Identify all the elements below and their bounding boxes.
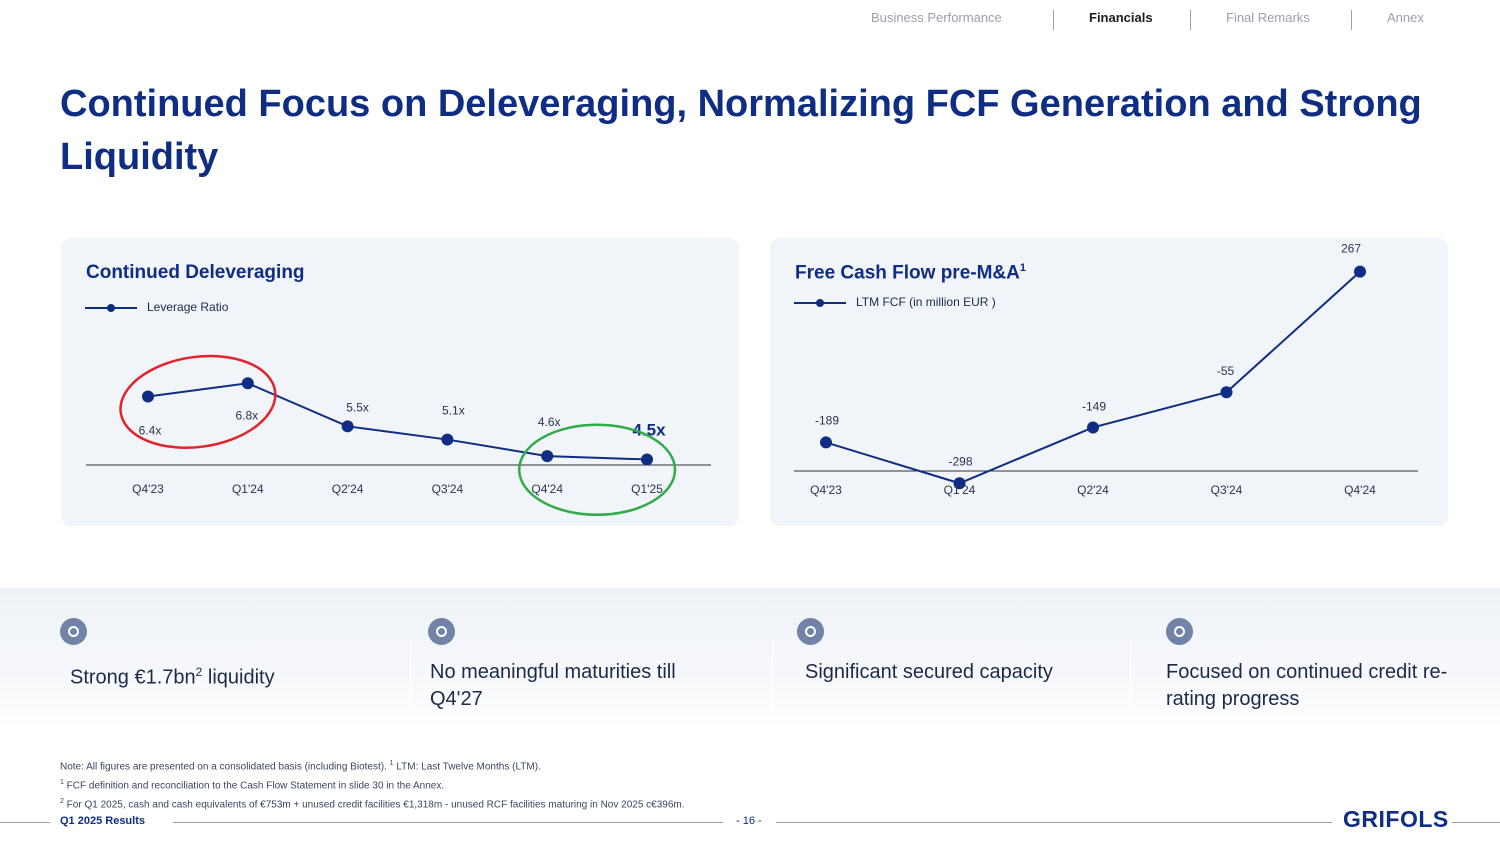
section-nav: Business Performance Financials Final Re…	[840, 10, 1460, 32]
data-point	[641, 453, 653, 466]
highlight-text: Strong €1.7bn2 liquidity	[70, 665, 275, 689]
nav-divider	[1351, 10, 1352, 30]
footer-rule	[0, 822, 50, 823]
highlight-divider	[410, 640, 411, 710]
x-tick-label: Q2'24	[1077, 483, 1109, 497]
data-label: -149	[1082, 399, 1106, 413]
bullet-circle-icon	[797, 618, 824, 645]
x-tick-label: Q2'24	[332, 482, 364, 496]
x-tick-label: Q4'23	[132, 482, 164, 496]
x-tick-label: Q1'24	[232, 482, 264, 496]
fcf-panel: Free Cash Flow pre-M&A1 LTM FCF (in mill…	[770, 238, 1448, 526]
data-point	[953, 477, 966, 490]
data-point	[1087, 421, 1099, 434]
footer-rule	[1452, 822, 1500, 823]
series-line	[147, 382, 648, 461]
footnotes: Note: All figures are presented on a con…	[60, 756, 1160, 812]
highlights-band	[0, 588, 1500, 728]
footnote: Note: All figures are presented on a con…	[60, 760, 541, 773]
highlight-divider	[1130, 640, 1131, 710]
bullet-circle-icon	[60, 618, 87, 645]
leverage-legend-label: Leverage Ratio	[147, 300, 229, 314]
data-label: -189	[815, 413, 839, 427]
grifols-logo: GRIFOLS	[1343, 806, 1449, 832]
data-label: -298	[948, 454, 972, 468]
footer-rule	[173, 822, 723, 823]
nav-item-annex[interactable]: Annex	[1387, 10, 1424, 25]
fcf-legend-label: LTM FCF (in million EUR )	[856, 295, 996, 309]
page-number: - 16 -	[736, 815, 762, 827]
leverage-panel-title: Continued Deleveraging	[86, 262, 305, 283]
legend-line-marker	[85, 303, 137, 312]
data-point	[541, 450, 554, 463]
x-tick-label: Q4'23	[810, 483, 842, 497]
x-tick-label: Q3'24	[432, 482, 464, 496]
fcf-panel-title: Free Cash Flow pre-M&A1	[795, 262, 1026, 284]
x-tick-label: Q4'24	[531, 482, 563, 496]
nav-item-business-performance[interactable]: Business Performance	[871, 10, 1002, 25]
data-label: 6.8x	[235, 408, 258, 422]
highlight-liquidity: Strong €1.7bn2 liquidity	[60, 618, 400, 692]
x-tick-label: Q4'24	[1344, 483, 1376, 497]
data-label: 5.5x	[346, 400, 369, 414]
fcf-legend: LTM FCF (in million EUR )	[794, 295, 996, 309]
x-tick-label: Q1'24	[944, 483, 976, 497]
data-point	[1220, 386, 1233, 399]
footnote: 2 For Q1 2025, cash and cash equivalents…	[60, 797, 685, 810]
footer-report-name: Q1 2025 Results	[60, 815, 145, 827]
nav-item-financials[interactable]: Financials	[1089, 10, 1153, 25]
highlight-credit-rating: Focused on continued credit re-rating pr…	[1166, 618, 1466, 713]
nav-divider	[1190, 10, 1191, 30]
bullet-circle-icon	[1166, 618, 1193, 645]
bullet-circle-icon	[428, 618, 455, 645]
data-label: 267	[1341, 242, 1361, 256]
footer-rule	[776, 822, 1332, 823]
data-label: -55	[1217, 364, 1235, 378]
nav-item-final-remarks[interactable]: Final Remarks	[1226, 10, 1310, 25]
data-point	[241, 377, 254, 390]
data-point	[142, 390, 154, 403]
data-point	[341, 420, 354, 433]
highlight-maturities: No meaningful maturities till Q4'27	[428, 618, 728, 713]
leverage-chart: Q4'23 Q1'24 Q2'24 Q3'24 Q4'24 Q1'25 6.4x 6.8x 5.…	[86, 354, 711, 517]
data-label: 5.1x	[442, 404, 465, 418]
fcf-chart: Q4'23 Q1'24 Q2'24 Q3'24 Q4'24 -189 -298 -149 -55…	[794, 242, 1418, 497]
leverage-panel: Continued Deleveraging Leverage Ratio Q4…	[61, 238, 739, 526]
highlight-ellipse	[517, 423, 677, 517]
highlight-text: Focused on continued credit re-rating pr…	[1166, 661, 1448, 710]
data-label: 4.6x	[538, 415, 561, 429]
data-point	[441, 433, 454, 446]
series-line	[825, 270, 1361, 485]
data-label: 6.4x	[139, 424, 162, 438]
highlight-text: No meaningful maturities till Q4'27	[430, 661, 676, 710]
data-label: 4.5x	[632, 420, 666, 439]
leverage-legend: Leverage Ratio	[85, 300, 228, 314]
legend-line-marker	[794, 298, 846, 307]
highlight-ellipse	[119, 354, 277, 449]
data-point	[820, 436, 832, 449]
x-tick-label: Q3'24	[1211, 483, 1243, 497]
highlight-secured-capacity: Significant secured capacity	[797, 618, 1137, 686]
highlight-divider	[772, 640, 773, 710]
page-title: Continued Focus on Deleveraging, Normali…	[60, 83, 1422, 178]
data-point	[1354, 265, 1366, 278]
footnote: 1 FCF definition and reconciliation to t…	[60, 778, 445, 792]
nav-divider	[1053, 10, 1054, 30]
highlight-text: Significant secured capacity	[805, 661, 1053, 683]
x-tick-label: Q1'25	[631, 482, 663, 496]
